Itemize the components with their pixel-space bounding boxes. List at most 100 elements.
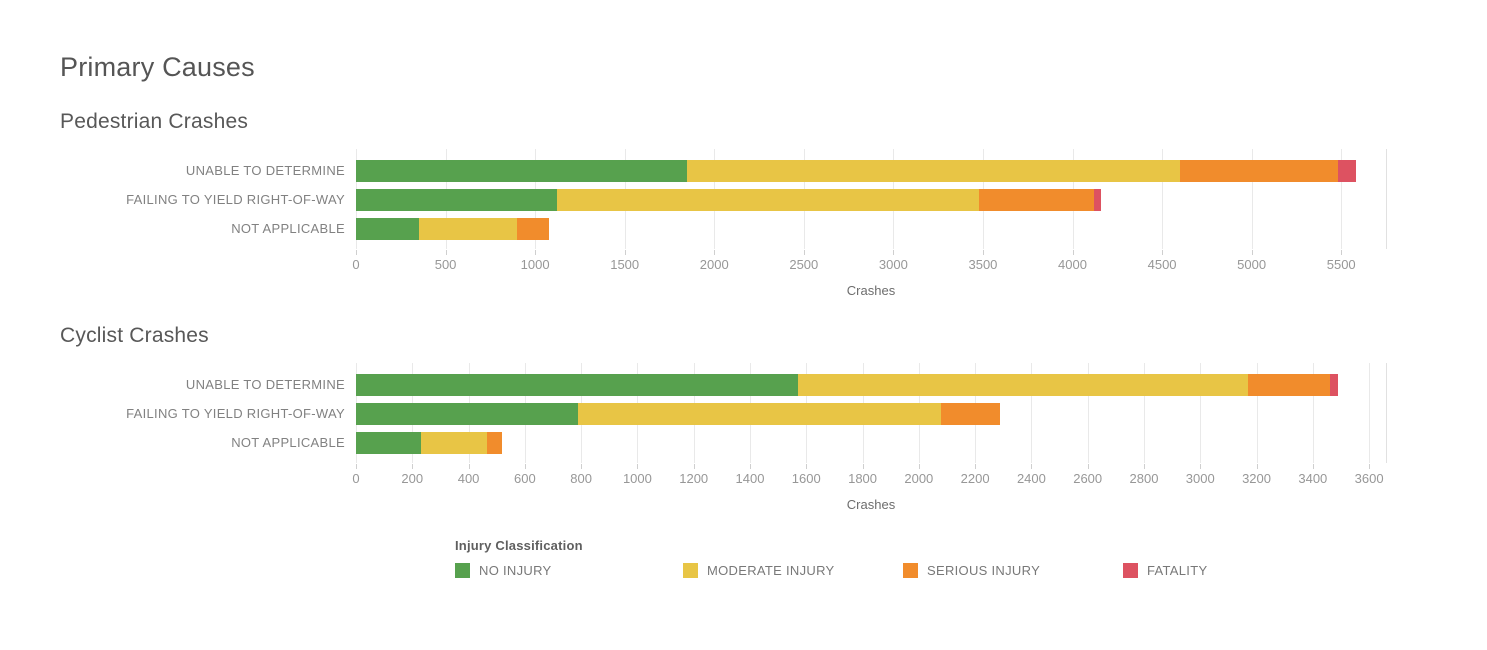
bar-row-failing-to-yield-right-of-way: FAILING TO YIELD RIGHT-OF-WAY (60, 185, 1487, 214)
legend-swatch-serious-injury (903, 563, 918, 578)
tick-label: 1200 (679, 471, 709, 486)
legend-swatch-moderate-injury (683, 563, 698, 578)
tick-mark (693, 464, 695, 469)
tick-mark (982, 250, 984, 255)
tick-mark (1200, 464, 1202, 469)
legend-label: NO INJURY (479, 563, 552, 578)
legend-swatch-no-injury (455, 563, 470, 578)
chart-pedestrian-crashes: Pedestrian Crashes UNABLE TO DETERMINE FAI… (60, 110, 1487, 298)
x-axis: 0 500 1000 1500 2000 2500 3000 3500 4000 4500 5000… (352, 250, 1386, 274)
category-label: FAILING TO YIELD RIGHT-OF-WAY (126, 192, 345, 207)
tick-label: 3400 (1298, 471, 1328, 486)
tick-label: 2500 (789, 257, 819, 272)
tick-label: 0 (352, 471, 360, 486)
tick-label: 1000 (622, 471, 652, 486)
bar-segment-moderate-injury[interactable] (797, 373, 1249, 396)
category-label: NOT APPLICABLE (231, 435, 345, 450)
charts-container: Pedestrian Crashes UNABLE TO DETERMINE FAI… (60, 110, 1487, 512)
bar-segment-serious-injury[interactable] (979, 188, 1094, 211)
tick-label: 4000 (1058, 257, 1087, 272)
bar-segment-moderate-injury[interactable] (556, 188, 980, 211)
tick-mark (445, 250, 447, 255)
page-title: Primary Causes (60, 52, 255, 82)
legend-item-moderate-injury[interactable]: MODERATE INJURY (683, 563, 903, 578)
bar-segment-serious-injury[interactable] (1179, 159, 1338, 182)
legend-item-serious-injury[interactable]: SERIOUS INJURY (903, 563, 1123, 578)
tick-label: 3000 (1185, 471, 1215, 486)
tick-label: 800 (570, 471, 592, 486)
chart-title: Pedestrian Crashes (60, 110, 249, 133)
tick-mark (412, 464, 414, 469)
bar-segment-no-injury[interactable] (356, 373, 798, 396)
stacked-bar (356, 159, 1356, 182)
bar-segment-serious-injury[interactable] (1248, 373, 1330, 396)
bar-row-failing-to-yield-right-of-way: FAILING TO YIELD RIGHT-OF-WAY (60, 399, 1487, 428)
dashboard: Primary Causes Pedestrian Crashes UNABLE … (60, 52, 1487, 578)
plot-area: UNABLE TO DETERMINE FAILING TO YIELD RIGH… (60, 363, 1487, 463)
tick-label: 2000 (904, 471, 934, 486)
stacked-bar (356, 402, 1001, 425)
tick-mark (1369, 464, 1371, 469)
legend-item-fatality[interactable]: FATALITY (1123, 563, 1207, 578)
tick-label: 3600 (1354, 471, 1384, 486)
tick-mark (714, 250, 716, 255)
tick-label: 5500 (1326, 257, 1356, 272)
bar-track (356, 159, 1386, 182)
tick-mark (975, 464, 977, 469)
chart-cyclist-crashes: Cyclist Crashes UNABLE TO DETERMINE FAILIN… (60, 324, 1487, 512)
tick-label: 2000 (699, 257, 729, 272)
tick-mark (356, 464, 357, 469)
tick-mark (893, 250, 895, 255)
bar-segment-fatality[interactable] (1094, 188, 1102, 211)
bar-segment-moderate-injury[interactable] (687, 159, 1180, 182)
tick-mark (1143, 464, 1145, 469)
tick-label: 1400 (735, 471, 765, 486)
bar-segment-moderate-injury[interactable] (420, 431, 487, 454)
tick-mark (1312, 464, 1314, 469)
bar-segment-fatality[interactable] (1337, 159, 1356, 182)
tick-label: 4500 (1147, 257, 1177, 272)
bar-track (356, 217, 1386, 240)
tick-mark (918, 464, 920, 469)
bar-segment-no-injury[interactable] (356, 188, 557, 211)
category-label: FAILING TO YIELD RIGHT-OF-WAY (126, 406, 345, 421)
tick-label: 0 (352, 257, 360, 272)
bar-segment-serious-injury[interactable] (941, 402, 1001, 425)
bar-segment-moderate-injury[interactable] (418, 217, 518, 240)
tick-label: 3200 (1242, 471, 1271, 486)
tick-label: 1800 (848, 471, 878, 486)
tick-mark (803, 250, 805, 255)
legend-label: MODERATE INJURY (707, 563, 835, 578)
x-axis: 0 200 400 600 800 1000 1200 1400 1600 1800 2000 220… (352, 464, 1386, 488)
legend-swatch-fatality (1123, 563, 1138, 578)
tick-label: 400 (457, 471, 480, 486)
tick-mark (1251, 250, 1253, 255)
bar-segment-serious-injury[interactable] (517, 217, 550, 240)
legend: Injury Classification NO INJURY MODERATE … (455, 538, 1487, 578)
tick-mark (1162, 250, 1164, 255)
bar-track (356, 188, 1386, 211)
tick-mark (806, 464, 808, 469)
tick-label: 2800 (1129, 471, 1159, 486)
bar-track (356, 373, 1386, 396)
category-label: UNABLE TO DETERMINE (185, 163, 345, 178)
tick-label: 200 (401, 471, 424, 486)
tick-mark (1256, 464, 1258, 469)
tick-mark (1341, 250, 1343, 255)
chart-title: Cyclist Crashes (60, 324, 209, 347)
legend-item-no-injury[interactable]: NO INJURY (455, 563, 683, 578)
tick-mark (862, 464, 864, 469)
bar-segment-no-injury[interactable] (356, 402, 579, 425)
bar-segment-moderate-injury[interactable] (578, 402, 942, 425)
tick-label: 2400 (1016, 471, 1046, 486)
tick-label: 1600 (791, 471, 821, 486)
bar-segment-no-injury[interactable] (356, 159, 688, 182)
bar-segment-no-injury[interactable] (356, 431, 421, 454)
bar-segment-fatality[interactable] (1329, 373, 1339, 396)
tick-mark (624, 250, 626, 255)
bar-segment-no-injury[interactable] (356, 217, 419, 240)
bar-segment-serious-injury[interactable] (486, 431, 503, 454)
bar-track (356, 431, 1386, 454)
tick-mark (468, 464, 470, 469)
stacked-bar (356, 217, 550, 240)
